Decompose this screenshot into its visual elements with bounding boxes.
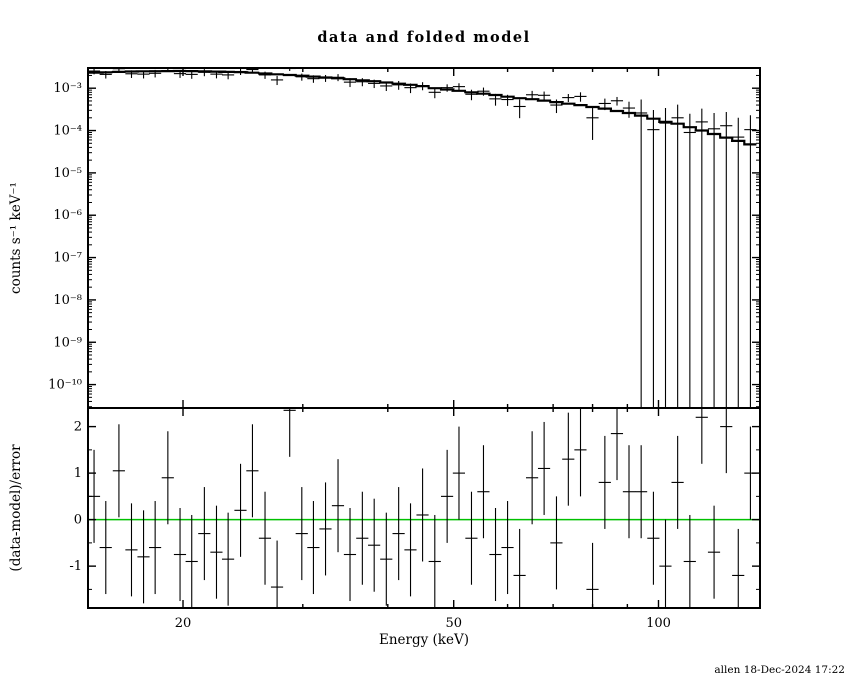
x-tick-label: 20: [175, 616, 192, 631]
y-tick-label-spectrum: 10⁻³: [53, 81, 82, 96]
residuals-panel-frame: [87, 407, 761, 609]
residual-data-points: [88, 408, 757, 608]
x-axis-label: Energy (keV): [379, 632, 469, 648]
y-tick-label-residuals: 0: [74, 513, 82, 528]
spectrum-data-points: [88, 68, 757, 408]
x-tick-label: 100: [646, 616, 671, 631]
axes: 20 50 10010⁻³10⁻⁴10⁻⁵10⁻⁶10⁻⁷10⁻⁸10⁻⁹10⁻¹⁰…: [48, 67, 761, 631]
y-tick-label-spectrum: 10⁻⁷: [53, 251, 82, 266]
plot-title: data and folded model: [317, 29, 530, 46]
y-tick-label-spectrum: 10⁻⁹: [53, 335, 82, 350]
folded-model-line: [88, 69, 757, 146]
y-tick-label-spectrum: 10⁻⁵: [53, 166, 82, 181]
y-tick-label-residuals: -1: [69, 559, 82, 574]
y-tick-label-spectrum: 10⁻⁸: [53, 293, 82, 308]
y-tick-label-residuals: 1: [74, 466, 82, 481]
y-tick-label-spectrum: 10⁻⁴: [53, 124, 82, 139]
signature-timestamp: allen 18-Dec-2024 17:22: [714, 664, 845, 676]
y-tick-label-residuals: 2: [74, 420, 82, 435]
y-axis-label-residuals: (data-model)/error: [8, 444, 24, 572]
residuals-panel-content: [88, 408, 760, 608]
y-axis-label-spectrum: counts s⁻¹ keV⁻¹: [8, 182, 24, 294]
y-tick-label-spectrum: 10⁻⁶: [53, 208, 82, 223]
spectrum-panel-content: [88, 68, 757, 408]
x-tick-label: 50: [445, 616, 462, 631]
y-tick-label-spectrum: 10⁻¹⁰: [48, 378, 82, 393]
plot-canvas: 20 50 10010⁻³10⁻⁴10⁻⁵10⁻⁶10⁻⁷10⁻⁸10⁻⁹10⁻¹⁰…: [48, 67, 761, 631]
